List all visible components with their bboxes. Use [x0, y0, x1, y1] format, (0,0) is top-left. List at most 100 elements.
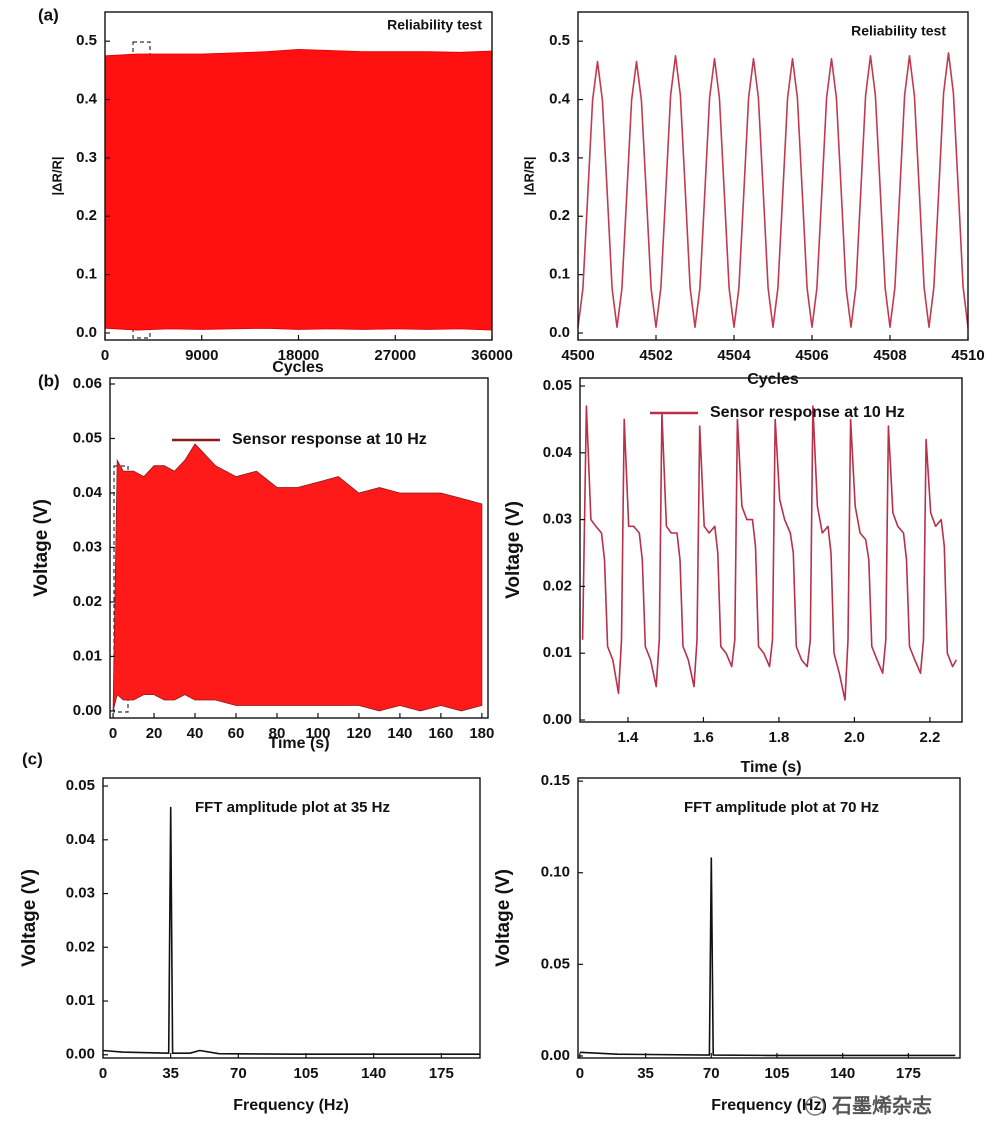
y-axis-title: |ΔR/R| — [521, 156, 536, 195]
y-tick-label: 0.2 — [76, 207, 97, 224]
x-tick-label: 9000 — [185, 347, 218, 364]
y-tick-label: 0.4 — [549, 91, 571, 108]
y-tick-label: 0.06 — [73, 375, 102, 392]
x-tick-label: 36000 — [471, 347, 513, 364]
y-tick-label: 0.5 — [549, 32, 570, 49]
x-tick-label: 140 — [387, 725, 412, 742]
y-tick-label: 0.1 — [76, 266, 97, 283]
y-axis-title: Voltage (V) — [31, 499, 52, 597]
y-tick-label: 0.00 — [543, 711, 572, 728]
y-tick-label: 0.5 — [76, 32, 97, 49]
legend-label: Sensor response at 10 Hz — [710, 404, 905, 421]
x-tick-label: 40 — [187, 725, 204, 742]
y-tick-label: 0.02 — [73, 593, 102, 610]
axis-frame — [577, 777, 961, 1059]
x-tick-label: 60 — [228, 725, 245, 742]
y-tick-label: 0.10 — [541, 864, 570, 881]
x-tick-label: 4506 — [795, 347, 828, 364]
watermark: 石墨烯杂志 — [831, 1094, 932, 1118]
x-tick-label: 4510 — [951, 347, 984, 364]
x-tick-label: 4502 — [639, 347, 672, 364]
x-tick-label: 20 — [146, 725, 163, 742]
y-tick-label: 0.03 — [73, 538, 102, 555]
y-tick-label: 0.0 — [549, 324, 570, 341]
x-tick-label: 0 — [576, 1065, 584, 1082]
y-tick-label: 0.03 — [543, 511, 572, 528]
x-tick-label: 140 — [830, 1065, 855, 1082]
x-tick-label: 120 — [346, 725, 371, 742]
x-tick-label: 18000 — [278, 347, 320, 364]
y-tick-label: 0.04 — [543, 444, 573, 461]
chart-title: Reliability test — [387, 17, 482, 33]
x-tick-label: 1.6 — [693, 729, 714, 746]
watermark-icon — [805, 1096, 825, 1116]
x-tick-label: 0 — [101, 347, 109, 364]
x-tick-label: 2.2 — [919, 729, 940, 746]
y-tick-label: 0.05 — [73, 429, 102, 446]
x-tick-label: 70 — [230, 1065, 247, 1082]
x-tick-label: 105 — [293, 1065, 318, 1082]
axis-frame — [577, 11, 969, 341]
y-tick-label: 0.4 — [76, 91, 98, 108]
y-tick-label: 0.00 — [66, 1046, 95, 1063]
panel-label: (c) — [22, 749, 43, 768]
panel-label: (a) — [38, 5, 59, 24]
legend-label: Sensor response at 10 Hz — [232, 431, 427, 448]
x-tick-label: 175 — [429, 1065, 454, 1082]
axis-frame — [102, 777, 481, 1059]
x-tick-label: 4504 — [717, 347, 751, 364]
data-line — [581, 405, 958, 701]
y-tick-label: 0.01 — [73, 647, 102, 664]
x-tick-label: 35 — [637, 1065, 654, 1082]
band — [112, 443, 483, 712]
x-axis-title: Time (s) — [740, 759, 801, 776]
y-tick-label: 0.02 — [66, 938, 95, 955]
y-tick-label: 0.3 — [76, 149, 97, 166]
y-tick-label: 0.02 — [543, 577, 572, 594]
y-tick-label: 0.01 — [543, 644, 572, 661]
y-tick-label: 0.0 — [76, 324, 97, 341]
x-tick-label: 0 — [99, 1065, 107, 1082]
annotation: FFT amplitude plot at 35 Hz — [195, 799, 390, 816]
y-tick-label: 0.00 — [541, 1047, 570, 1064]
y-tick-label: 0.03 — [66, 885, 95, 902]
x-axis-title: Frequency (Hz) — [233, 1097, 349, 1114]
panel-label: (b) — [38, 371, 60, 390]
y-axis-title: Voltage (V) — [493, 869, 514, 967]
x-tick-label: 105 — [764, 1065, 789, 1082]
x-tick-label: 180 — [469, 725, 494, 742]
axis-frame — [579, 377, 963, 723]
x-tick-label: 140 — [361, 1065, 386, 1082]
x-tick-label: 2.0 — [844, 729, 865, 746]
x-tick-label: 80 — [269, 725, 286, 742]
y-tick-label: 0.05 — [541, 955, 570, 972]
y-tick-label: 0.15 — [541, 772, 570, 789]
data-line — [577, 52, 969, 328]
y-axis-title: |ΔR/R| — [49, 156, 64, 195]
y-axis-title: Voltage (V) — [19, 869, 40, 967]
x-axis-title: Frequency (Hz) — [711, 1097, 827, 1114]
x-tick-label: 1.4 — [618, 729, 640, 746]
y-tick-label: 0.04 — [66, 831, 96, 848]
chart-title: Reliability test — [851, 23, 946, 39]
y-tick-label: 0.3 — [549, 149, 570, 166]
y-tick-label: 0.05 — [543, 377, 572, 394]
x-tick-label: 160 — [428, 725, 453, 742]
band — [104, 48, 493, 331]
x-tick-label: 35 — [162, 1065, 179, 1082]
x-tick-label: 70 — [703, 1065, 720, 1082]
y-tick-label: 0.01 — [66, 992, 95, 1009]
y-axis-title: Voltage (V) — [503, 501, 524, 599]
y-tick-label: 0.05 — [66, 777, 95, 794]
x-axis-title: Cycles — [747, 371, 799, 388]
x-tick-label: 0 — [109, 725, 117, 742]
x-axis-title: Cycles — [272, 359, 324, 376]
x-tick-label: 100 — [305, 725, 330, 742]
x-axis-title: Time (s) — [268, 735, 329, 752]
data-line — [102, 806, 480, 1055]
data-line — [579, 857, 956, 1057]
x-tick-label: 175 — [896, 1065, 921, 1082]
y-tick-label: 0.00 — [73, 702, 102, 719]
x-tick-label: 1.8 — [768, 729, 789, 746]
